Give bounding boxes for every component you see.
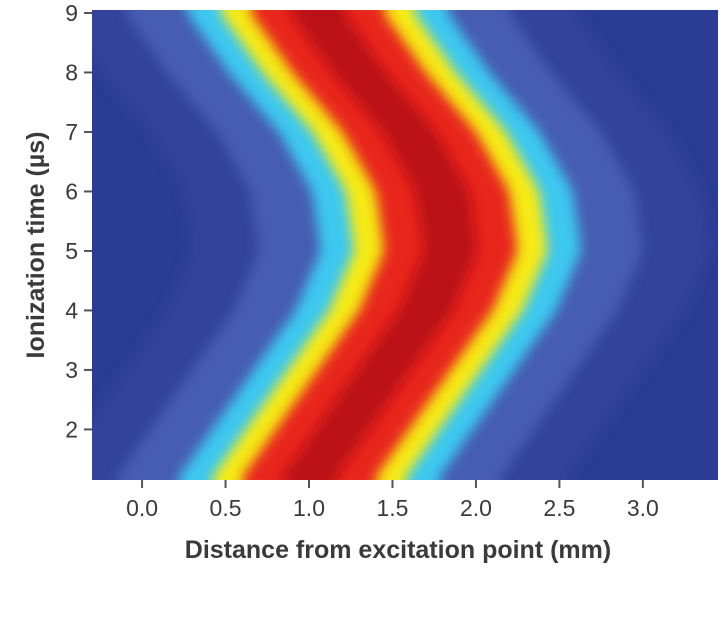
y-tick-label: 8: [65, 59, 78, 85]
x-axis-label: Distance from excitation point (mm): [185, 536, 611, 564]
heat-band-4: [242, 10, 517, 480]
x-tick-label: 1.0: [293, 495, 325, 521]
y-tick-label: 3: [65, 357, 78, 383]
heatmap-bands: [92, 10, 709, 480]
x-tick-label: 2.5: [543, 495, 575, 521]
y-tick-label: 2: [65, 416, 78, 442]
x-axis-ticks: 0.0 0.5 1.0 1.5 2.0 2.5 3.0: [126, 480, 659, 521]
x-tick-label: 0.0: [126, 495, 158, 521]
heat-band-5: [282, 10, 477, 480]
x-tick-label: 1.5: [376, 495, 408, 521]
x-tick-label: 2.0: [460, 495, 492, 521]
y-tick-label: 4: [65, 297, 78, 323]
y-axis-label: Ionization time (µs): [22, 132, 50, 359]
x-tick-label: 0.5: [210, 495, 242, 521]
y-tick-label: 7: [65, 119, 78, 145]
y-tick-label: 9: [65, 0, 78, 26]
y-tick-label: 5: [65, 238, 78, 264]
y-tick-label: 6: [65, 178, 78, 204]
y-axis-ticks: 2 3 4 5 6 7 8 9: [65, 0, 92, 442]
x-tick-label: 3.0: [627, 495, 659, 521]
